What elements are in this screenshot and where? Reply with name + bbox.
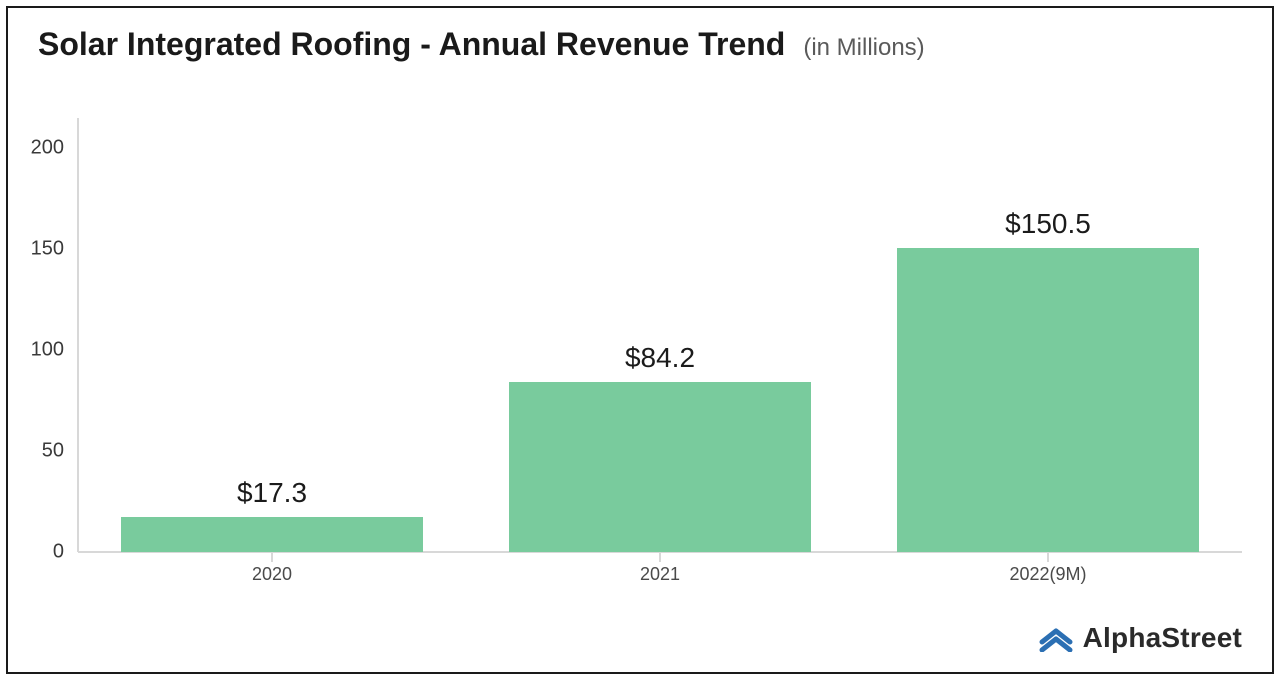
y-axis-tick-label: 150 (31, 238, 78, 261)
bar (121, 517, 424, 552)
chart-title: Solar Integrated Roofing - Annual Revenu… (38, 26, 785, 63)
x-axis-tick-label: 2022(9M) (854, 552, 1242, 585)
y-axis-tick-label: 50 (42, 440, 78, 463)
brand-name: AlphaStreet (1083, 622, 1242, 654)
chart-plot-area: $17.32020$84.22021$150.52022(9M) 0501001… (78, 128, 1242, 552)
bar (897, 248, 1200, 552)
chart-header: Solar Integrated Roofing - Annual Revenu… (38, 26, 1242, 63)
brand-attribution: AlphaStreet (1039, 622, 1242, 654)
bar-slot: $150.52022(9M) (854, 128, 1242, 552)
bar-value-label: $150.5 (854, 208, 1242, 240)
alphastreet-logo-icon (1039, 624, 1073, 652)
x-axis-tick-label: 2021 (466, 552, 854, 585)
y-axis-tick-label: 100 (31, 339, 78, 362)
y-axis-tick-label: 200 (31, 137, 78, 160)
y-axis-tick-label: 0 (53, 541, 78, 564)
chart-subtitle: (in Millions) (803, 34, 924, 62)
bar-value-label: $84.2 (466, 342, 854, 374)
bar-value-label: $17.3 (78, 477, 466, 509)
chart-frame: Solar Integrated Roofing - Annual Revenu… (6, 6, 1274, 674)
x-axis-tick-label: 2020 (78, 552, 466, 585)
bar (509, 382, 812, 552)
bar-slot: $17.32020 (78, 128, 466, 552)
bar-slot: $84.22021 (466, 128, 854, 552)
bars-container: $17.32020$84.22021$150.52022(9M) (78, 128, 1242, 552)
